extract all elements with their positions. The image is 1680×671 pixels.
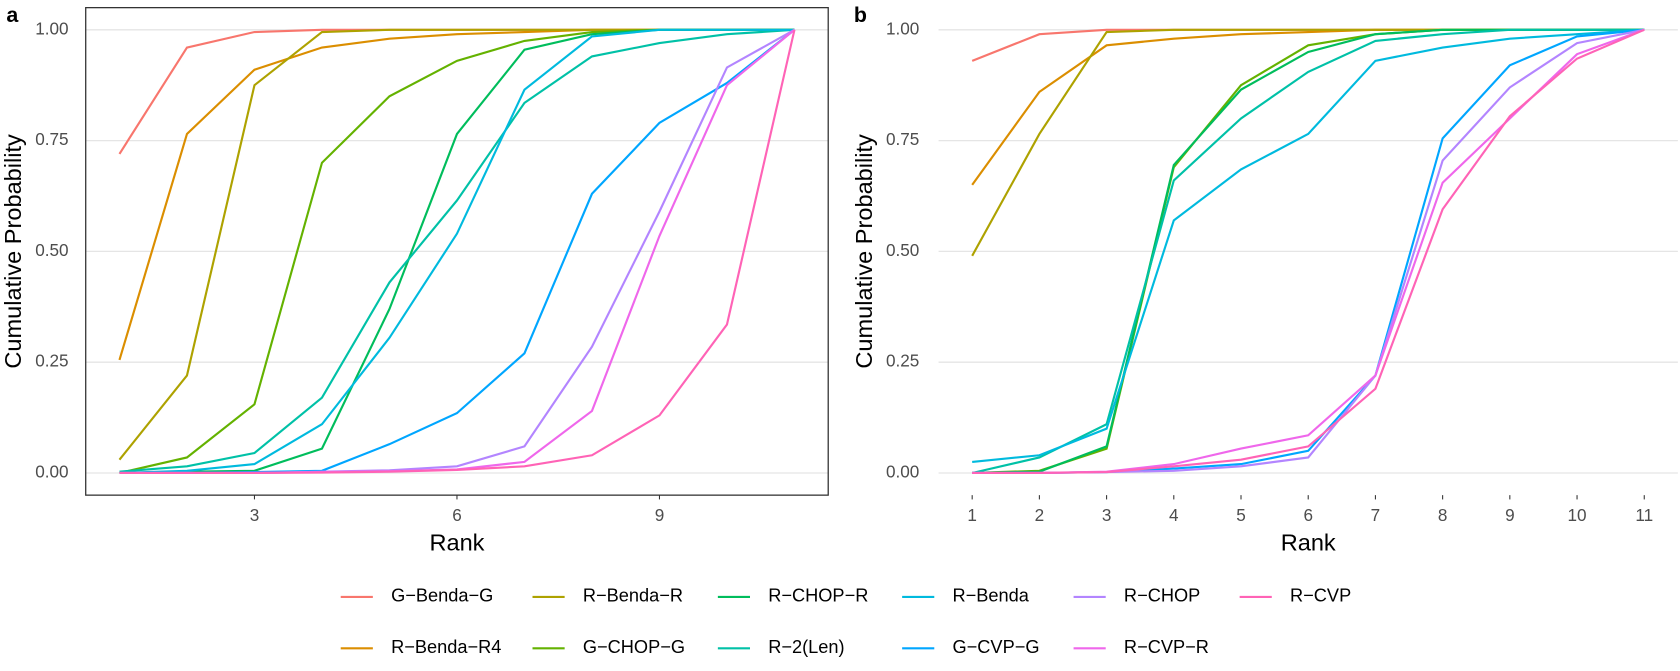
legend-label: R−CVP−R <box>1124 637 1209 657</box>
legend-label: R−2(Len) <box>768 637 844 657</box>
series-line: R−Benda <box>972 28 1645 463</box>
y-tick-label: 0.00 <box>886 462 919 482</box>
x-tick-label: 8 <box>1438 505 1448 525</box>
x-tick-label: 3 <box>250 505 260 525</box>
legend-label: G−Benda−G <box>391 586 493 606</box>
y-tick-label: 1.00 <box>886 18 919 38</box>
y-tick-label: 0.00 <box>35 462 68 482</box>
series-line: R−2(Len) <box>971 28 1645 475</box>
x-axis-title: Rank <box>429 530 484 556</box>
x-tick-label: 9 <box>1505 505 1515 525</box>
series-line: R−Benda−R4 <box>118 28 795 361</box>
legend-label: R−CHOP <box>1124 586 1200 606</box>
legend-label: R−Benda−R <box>583 586 683 606</box>
series-line: R−2(Len) <box>119 28 795 473</box>
x-tick-label: 6 <box>452 505 462 525</box>
y-tick-label: 0.75 <box>35 129 68 149</box>
legend-label: G−CVP−G <box>953 637 1040 657</box>
legend-label: G−CHOP−G <box>583 637 685 657</box>
y-tick-label: 0.25 <box>886 351 919 371</box>
y-axis-title: Cumulative Probability <box>0 134 26 369</box>
series-line: R−Benda <box>119 28 795 475</box>
x-tick-label: 3 <box>1102 505 1112 525</box>
panel-label: a <box>6 3 19 27</box>
legend-label: R−Benda−R4 <box>391 637 501 657</box>
x-tick-label: 4 <box>1169 505 1179 525</box>
x-tick-label: 6 <box>1303 505 1313 525</box>
x-tick-label: 5 <box>1236 505 1246 525</box>
series-line: R−CVP <box>972 28 1645 475</box>
x-tick-label: 10 <box>1568 505 1587 525</box>
panel-label: b <box>854 3 867 27</box>
x-tick-label: 7 <box>1371 505 1381 525</box>
panel-border <box>85 7 829 496</box>
x-axis-title: Rank <box>1281 530 1336 556</box>
x-tick-label: 9 <box>655 505 665 525</box>
series-line: R−Benda−R <box>118 28 795 461</box>
x-tick-label: 2 <box>1035 505 1045 525</box>
y-axis-title: Cumulative Probability <box>851 134 877 369</box>
series-line: R−Benda−R <box>971 28 1645 257</box>
legend-label: R−CVP <box>1290 586 1351 606</box>
x-tick-label: 11 <box>1635 505 1653 525</box>
y-tick-label: 0.50 <box>35 240 68 260</box>
x-tick-label: 1 <box>967 505 977 525</box>
y-tick-label: 0.75 <box>886 129 919 149</box>
legend-label: R−Benda <box>953 586 1030 606</box>
y-tick-label: 0.50 <box>886 240 919 260</box>
y-tick-label: 0.25 <box>35 351 68 371</box>
legend-label: R−CHOP−R <box>768 586 868 606</box>
series-line: R−CVP <box>119 29 796 475</box>
y-tick-label: 1.00 <box>35 18 68 38</box>
